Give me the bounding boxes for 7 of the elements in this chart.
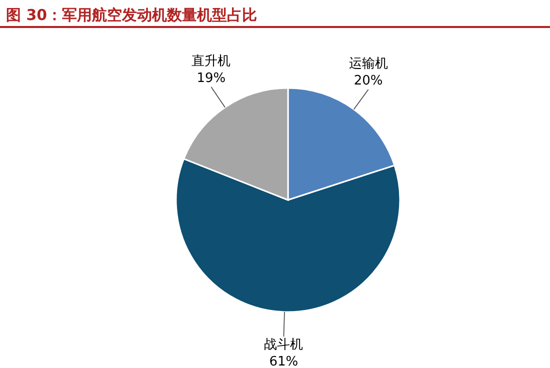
slice-label: 直升机 bbox=[192, 54, 231, 69]
data-label: 19% bbox=[196, 70, 226, 86]
slice-label: 战斗机 bbox=[264, 338, 304, 353]
slice-label: 运输机 bbox=[348, 56, 388, 72]
chart-title: 图 30：军用航空发动机数量机型占比 bbox=[6, 6, 258, 24]
data-label: 20% bbox=[354, 73, 383, 88]
data-label: 61% bbox=[269, 354, 298, 368]
